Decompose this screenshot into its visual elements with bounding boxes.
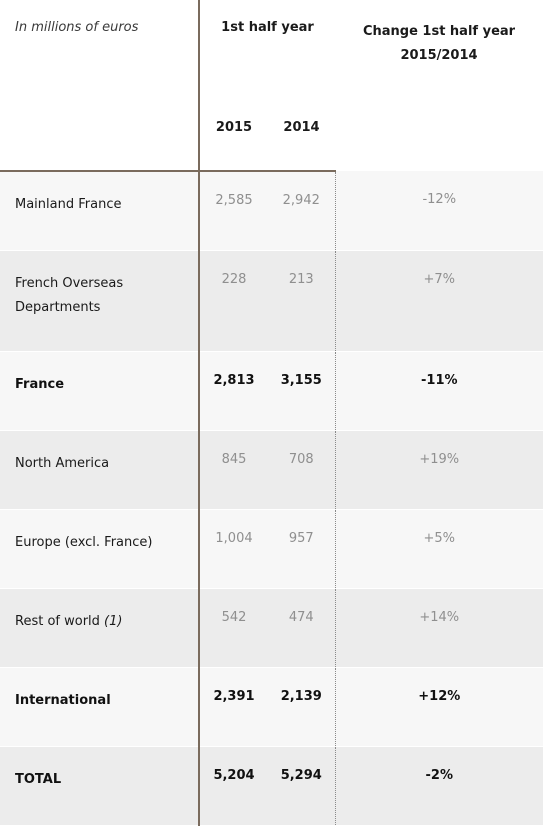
change-header-line2: 2015/2014 xyxy=(400,48,478,63)
value-2014: 474 xyxy=(268,588,336,668)
half-year-header: 1st half year xyxy=(197,0,336,108)
value-2014: 3,155 xyxy=(268,351,336,431)
table-row: North America 845 708 +19% xyxy=(0,430,544,510)
row-label: International xyxy=(0,667,199,747)
row-label: France xyxy=(0,351,199,431)
value-2015: 5,204 xyxy=(198,746,268,826)
value-2014: 213 xyxy=(268,250,336,352)
value-2014: 957 xyxy=(268,509,336,589)
row-label-line2: Departments xyxy=(15,300,101,315)
table-row-total: TOTAL 5,204 5,294 -2% xyxy=(0,746,544,826)
table-row: France 2,813 3,155 -11% xyxy=(0,351,544,431)
change-value: +5% xyxy=(334,509,544,589)
table-row: French Overseas Departments 228 213 +7% xyxy=(0,250,544,352)
change-value: +7% xyxy=(334,250,544,352)
value-2015: 2,391 xyxy=(198,667,268,747)
table-row: Rest of world (1) 542 474 +14% xyxy=(0,588,544,668)
change-value: -11% xyxy=(334,351,544,431)
row-label: Rest of world (1) xyxy=(0,588,199,668)
row-label: Mainland France xyxy=(0,171,199,251)
row-label: TOTAL xyxy=(0,746,199,826)
value-2015: 228 xyxy=(198,250,268,352)
value-2014: 2,139 xyxy=(268,667,336,747)
table-row: Europe (excl. France) 1,004 957 +5% xyxy=(0,509,544,589)
row-label-line1: French Overseas xyxy=(15,276,124,291)
value-2014: 5,294 xyxy=(268,746,336,826)
value-2015: 2,813 xyxy=(198,351,268,431)
table-row: International 2,391 2,139 +12% xyxy=(0,667,544,747)
unit-spacer xyxy=(0,108,199,172)
row-label-text: Rest of world xyxy=(15,614,100,629)
value-2014: 2,942 xyxy=(268,171,336,251)
footnote-ref: (1) xyxy=(104,614,123,629)
change-value: -2% xyxy=(334,746,544,826)
table-body: Mainland France 2,585 2,942 -12% French … xyxy=(0,171,544,826)
value-2015: 2,585 xyxy=(198,171,268,251)
value-2015: 542 xyxy=(198,588,268,668)
change-header-line1: Change 1st half year xyxy=(362,24,516,39)
unit-label: In millions of euros xyxy=(15,20,139,35)
year-2015-header: 2015 xyxy=(198,108,268,172)
row-label: French Overseas Departments xyxy=(0,250,199,352)
row-label: Europe (excl. France) xyxy=(0,509,199,589)
table-header: In millions of euros 1st half year Chang… xyxy=(0,0,543,172)
value-2015: 1,004 xyxy=(198,509,268,589)
table-row: Mainland France 2,585 2,942 -12% xyxy=(0,171,544,251)
change-value: -12% xyxy=(334,171,544,251)
year-2014-header: 2014 xyxy=(268,108,336,172)
row-label: North America xyxy=(0,430,199,510)
change-value: +19% xyxy=(334,430,544,510)
change-value: +14% xyxy=(334,588,544,668)
change-value: +12% xyxy=(334,667,544,747)
value-2015: 845 xyxy=(198,430,268,510)
change-header: Change 1st half year 2015/2014 xyxy=(335,0,543,171)
value-2014: 708 xyxy=(268,430,336,510)
